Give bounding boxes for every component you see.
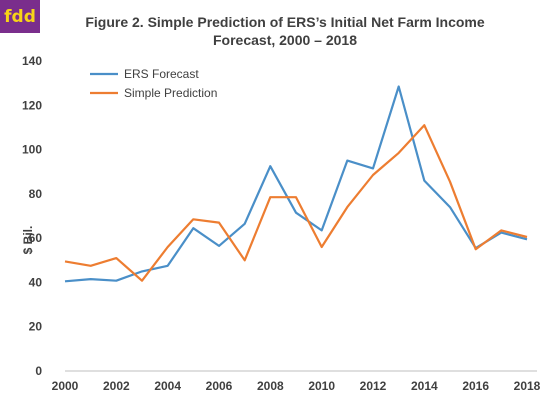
y-axis-label: $ Bil. bbox=[21, 226, 35, 255]
x-tick-label: 2004 bbox=[154, 379, 181, 393]
series-line-0 bbox=[64, 85, 528, 283]
y-tick-labels: 0 20 40 60 80 100 120 140 bbox=[22, 54, 42, 378]
chart-title: Figure 2. Simple Prediction of ERS’s Ini… bbox=[60, 13, 510, 49]
x-tick-label: 2010 bbox=[308, 379, 335, 393]
y-tick-label: 100 bbox=[22, 143, 42, 157]
y-tick-label: 140 bbox=[22, 54, 42, 68]
y-tick-label: 20 bbox=[29, 320, 43, 334]
x-tick-label: 2002 bbox=[103, 379, 130, 393]
x-tick-label: 2014 bbox=[411, 379, 438, 393]
x-tick-label: 2018 bbox=[514, 379, 541, 393]
y-tick-label: 0 bbox=[35, 364, 42, 378]
x-tick-label: 2000 bbox=[52, 379, 79, 393]
legend-label-1: Simple Prediction bbox=[124, 86, 217, 100]
x-tick-label: 2006 bbox=[206, 379, 233, 393]
y-tick-label: 40 bbox=[29, 275, 43, 289]
y-tick-label: 80 bbox=[29, 187, 43, 201]
legend-label-0: ERS Forecast bbox=[124, 67, 199, 81]
chart-title-line2: Forecast, 2000 – 2018 bbox=[213, 32, 357, 48]
x-tick-labels: 2000 2002 2004 2006 2008 2010 2012 2014 2016 2018 bbox=[52, 379, 541, 393]
y-tick-label: 60 bbox=[29, 231, 43, 245]
series-line-1 bbox=[64, 124, 528, 282]
legend: ERS Forecast Simple Prediction bbox=[90, 67, 217, 100]
x-tick-label: 2012 bbox=[360, 379, 387, 393]
fdd-logo: fdd bbox=[0, 0, 40, 33]
chart-title-line1: Figure 2. Simple Prediction of ERS’s Ini… bbox=[85, 14, 485, 30]
x-tick-label: 2016 bbox=[462, 379, 489, 393]
y-tick-label: 120 bbox=[22, 98, 42, 112]
series-lines bbox=[64, 85, 528, 283]
x-tick-label: 2008 bbox=[257, 379, 284, 393]
